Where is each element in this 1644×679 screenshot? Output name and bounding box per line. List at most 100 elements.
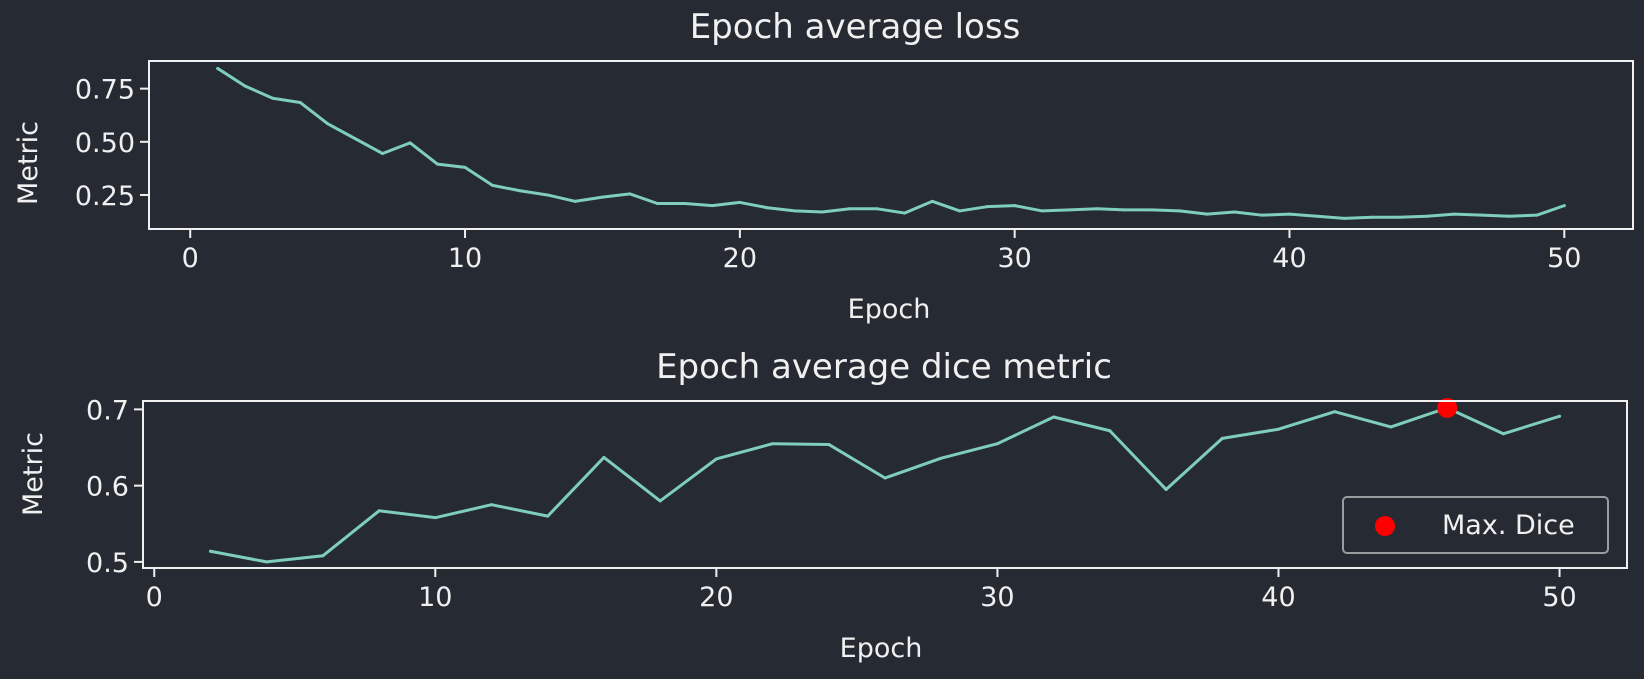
- dice-data-point: [771, 442, 775, 446]
- loss-data-point: [1287, 212, 1291, 216]
- loss-data-point: [1397, 215, 1401, 219]
- loss-y-tick-label: 0.75: [75, 75, 135, 106]
- loss-data-point: [298, 100, 302, 104]
- dice-y-tick-label: 0.7: [86, 395, 129, 426]
- loss-data-point: [1150, 208, 1154, 212]
- loss-plot-area: 0 10 20 30 40 50 0.25 0.50 0.75: [75, 66, 1581, 274]
- loss-data-point: [765, 206, 769, 210]
- loss-x-tick-label: 40: [1272, 243, 1306, 274]
- loss-data-point: [1507, 214, 1511, 218]
- dice-data-point: [1164, 487, 1168, 491]
- loss-y-tick-label: 0.25: [75, 181, 135, 212]
- loss-data-point: [820, 210, 824, 214]
- loss-series-line: [216, 66, 1566, 220]
- loss-data-point: [243, 84, 247, 88]
- dice-y-tick-label: 0.6: [86, 472, 129, 503]
- dice-data-point: [490, 503, 494, 507]
- dice-x-tick-label: 40: [1261, 582, 1295, 613]
- loss-data-point: [1123, 208, 1127, 212]
- loss-x-tick-label: 30: [997, 243, 1031, 274]
- loss-data-point: [655, 201, 659, 205]
- loss-data-point: [683, 201, 687, 205]
- loss-data-point: [1040, 209, 1044, 213]
- loss-data-point: [875, 207, 879, 211]
- dice-data-point: [265, 560, 269, 564]
- dice-axes-frame: [142, 400, 1628, 569]
- dice-chart-title: Epoch average dice metric: [656, 347, 1112, 387]
- loss-data-point: [628, 192, 632, 196]
- loss-data-point: [1205, 212, 1209, 216]
- legend-box: [1342, 496, 1609, 554]
- loss-data-point: [1315, 214, 1319, 218]
- loss-data-point: [463, 165, 467, 169]
- loss-data-point: [710, 204, 714, 208]
- loss-data-point: [903, 211, 907, 215]
- loss-y-axis-label: Metric: [13, 121, 44, 205]
- dice-data-point: [658, 499, 662, 503]
- dice-data-point: [1052, 415, 1056, 419]
- dice-data-point: [321, 554, 325, 558]
- loss-data-point: [985, 205, 989, 209]
- dice-x-tick-label: 10: [418, 582, 452, 613]
- loss-data-point: [1233, 210, 1237, 214]
- dice-y-tick-label: 0.5: [86, 548, 129, 579]
- legend-marker-max-dice: [1375, 516, 1395, 536]
- dice-data-point: [1220, 436, 1224, 440]
- dice-data-point: [1558, 414, 1562, 418]
- dice-chart: Epoch average dice metric 0 10 20 30 40 50 0.5…: [18, 347, 1628, 664]
- loss-data-point: [1370, 215, 1374, 219]
- loss-data-point: [930, 199, 934, 203]
- loss-chart-title: Epoch average loss: [690, 7, 1021, 47]
- dice-data-point: [827, 442, 831, 446]
- dice-data-point: [995, 442, 999, 446]
- loss-x-tick-label: 50: [1547, 243, 1581, 274]
- loss-data-point: [1562, 204, 1566, 208]
- dice-data-point: [1389, 425, 1393, 429]
- dice-data-point: [883, 476, 887, 480]
- dice-data-point: [208, 549, 212, 553]
- loss-data-point: [1452, 212, 1456, 216]
- dice-data-point: [1108, 429, 1112, 433]
- loss-data-point: [381, 152, 385, 156]
- loss-data-point: [1425, 214, 1429, 218]
- loss-x-tick-label: 10: [448, 243, 482, 274]
- dice-data-point: [602, 455, 606, 459]
- dice-x-axis-label: Epoch: [840, 633, 923, 664]
- dice-y-axis-label: Metric: [18, 432, 49, 516]
- loss-y-tick-label: 0.50: [75, 128, 135, 159]
- dice-plot-area: 0 10 20 30 40 50 0.5 0.6 0.7: [86, 395, 1577, 613]
- loss-data-point: [518, 189, 522, 193]
- dice-data-point: [1333, 410, 1337, 414]
- loss-data-point: [1342, 216, 1346, 220]
- loss-data-point: [958, 209, 962, 213]
- loss-data-point: [545, 193, 549, 197]
- dice-data-point: [1276, 427, 1280, 431]
- loss-data-point: [600, 195, 604, 199]
- dice-x-tick-label: 30: [980, 582, 1014, 613]
- loss-data-point: [1480, 213, 1484, 217]
- loss-x-tick-label: 20: [723, 243, 757, 274]
- loss-data-point: [573, 199, 577, 203]
- loss-data-point: [848, 207, 852, 211]
- loss-data-point: [1095, 207, 1099, 211]
- loss-data-point: [408, 141, 412, 145]
- loss-axes-frame: [148, 60, 1634, 230]
- loss-chart: Epoch average loss 0 10 20 30 40 50 0.25 0.50 0.…: [13, 7, 1634, 325]
- loss-data-point: [353, 137, 357, 141]
- loss-data-point: [491, 183, 495, 187]
- dice-x-tick-label: 20: [699, 582, 733, 613]
- loss-data-point: [271, 96, 275, 100]
- dice-max-dice-marker: [1437, 397, 1458, 418]
- loss-data-point: [1013, 204, 1017, 208]
- dice-x-tick-label: 50: [1542, 582, 1576, 613]
- loss-data-point: [1260, 213, 1264, 217]
- loss-x-tick-label: 0: [182, 243, 199, 274]
- legend-label-max-dice: Max. Dice: [1442, 510, 1575, 541]
- dice-data-point: [714, 457, 718, 461]
- loss-x-axis-label: Epoch: [848, 294, 931, 325]
- loss-data-point: [1178, 209, 1182, 213]
- loss-data-point: [1068, 208, 1072, 212]
- loss-data-point: [1535, 213, 1539, 217]
